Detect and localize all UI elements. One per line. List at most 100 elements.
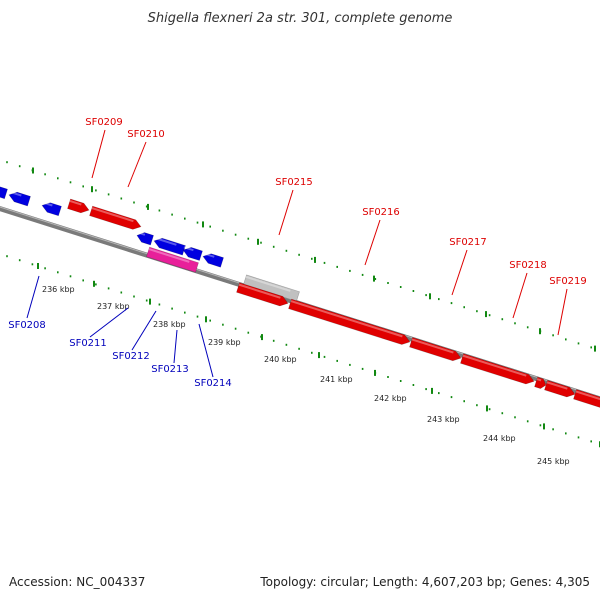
gene-arrow-shape — [202, 253, 224, 268]
gene-arrow[interactable] — [89, 205, 143, 231]
gene-label-reverse[interactable]: SF0212 — [112, 351, 150, 362]
ruler-dot — [361, 273, 364, 276]
gene-arrow-shape — [67, 198, 90, 214]
gene-arrow-highlight — [9, 191, 22, 197]
gene-arrow[interactable] — [544, 379, 576, 399]
gene-label-leader — [557, 288, 568, 336]
ruler-dot — [196, 315, 199, 318]
gene-arrow-highlight — [411, 338, 454, 354]
ruler-dot — [387, 282, 389, 284]
gene-arrow-highlight — [42, 201, 53, 207]
gene-arrow-highlight — [91, 207, 134, 223]
inner-ruler — [6, 255, 600, 448]
gene-arrow-highlight — [290, 300, 403, 338]
gene-arrow-highlight — [245, 275, 291, 292]
outer-ruler — [6, 161, 596, 352]
gene-label-leader — [89, 307, 129, 338]
gene-label-forward[interactable]: SF0217 — [449, 237, 487, 248]
gene-arrow[interactable] — [182, 245, 203, 261]
gene-label-reverse[interactable]: SF0213 — [151, 364, 189, 375]
ruler-dot — [44, 267, 46, 270]
ruler-dot — [196, 221, 199, 224]
ruler-dot — [488, 408, 491, 411]
gene-arrow-shape — [89, 205, 142, 230]
ruler-dot — [298, 347, 300, 350]
gene-arrow-shape — [534, 376, 547, 389]
gene-arrow-highlight — [536, 378, 542, 382]
ruler-dot — [31, 263, 34, 266]
gene-label-reverse[interactable]: SF0211 — [69, 338, 107, 349]
gene-arrow-shape — [146, 246, 199, 273]
ruler-dot — [526, 420, 529, 423]
gene-arrow-shape — [288, 298, 411, 345]
gene-label-leader — [278, 189, 294, 236]
ruler-dot — [425, 388, 427, 391]
gene-arrow[interactable] — [41, 201, 62, 217]
ruler-dot — [501, 412, 504, 415]
gene-label-forward[interactable]: SF0215 — [275, 177, 313, 188]
gene-arrow[interactable] — [573, 389, 600, 414]
gene-label-leader — [198, 323, 214, 378]
gene-arrow[interactable] — [460, 353, 535, 386]
ruler-dot — [552, 334, 554, 337]
gene-arrow-highlight — [137, 231, 146, 236]
ruler-dot — [234, 327, 237, 330]
ruler-dot — [361, 367, 364, 370]
ruler-dot — [247, 331, 250, 334]
gene-label-leader — [173, 329, 178, 364]
ruler-dot — [171, 213, 173, 216]
tick-label: 245 kbp — [537, 457, 570, 466]
ruler-dot — [18, 165, 21, 168]
ruler-dot — [336, 265, 338, 268]
ruler-dot — [488, 314, 491, 317]
gene-arrow[interactable] — [67, 198, 90, 215]
gene-arrow[interactable] — [201, 252, 224, 268]
ruler-dot — [374, 278, 377, 280]
accession-text: Accession: NC_004337 — [9, 575, 145, 589]
gene-label-forward[interactable]: SF0219 — [549, 276, 587, 287]
ruler-dot — [6, 255, 8, 258]
ruler-dot — [107, 287, 110, 290]
ruler-dot — [44, 173, 46, 176]
gene-label-leader — [26, 275, 40, 319]
gene-label-forward[interactable]: SF0216 — [362, 207, 400, 218]
gene-arrow[interactable] — [146, 246, 199, 273]
gene-arrow[interactable] — [135, 231, 154, 246]
gene-arrow[interactable] — [534, 376, 548, 390]
gene-arrow-highlight — [203, 252, 215, 258]
gene-label-forward[interactable]: SF0210 — [127, 129, 165, 140]
gene-arrow[interactable] — [236, 282, 290, 308]
ruler-dot — [425, 294, 427, 297]
gene-arrow[interactable] — [153, 236, 186, 256]
gene-label-forward[interactable]: SF0209 — [85, 117, 123, 128]
gene-label-reverse[interactable]: SF0214 — [194, 378, 232, 389]
ruler-dot — [95, 283, 97, 286]
ruler-dot — [526, 326, 529, 329]
ruler-dot — [184, 217, 186, 220]
ruler-dot — [158, 303, 161, 306]
gene-label-forward[interactable]: SF0218 — [509, 260, 547, 271]
ruler-dot — [171, 307, 173, 310]
gene-label-reverse[interactable]: SF0208 — [8, 320, 46, 331]
ruler-dot — [285, 249, 288, 252]
ruler-dot — [514, 322, 516, 325]
gene-arrow[interactable] — [409, 337, 463, 363]
gene-arrow[interactable] — [288, 298, 412, 347]
gene-arrow-shape — [573, 389, 600, 412]
tick-label: 238 kbp — [153, 320, 186, 329]
ruler-dot — [184, 311, 186, 314]
ruler-dot — [539, 424, 542, 427]
gene-arrow-shape — [409, 337, 462, 362]
tick-label: 237 kbp — [97, 302, 130, 311]
gene-arrow-highlight — [69, 200, 82, 206]
ruler-dot — [476, 310, 478, 313]
ruler-dot — [95, 189, 97, 192]
gene-arrow-highlight — [462, 354, 527, 377]
ruler-dot — [145, 205, 148, 208]
gene-label-leader — [512, 272, 528, 319]
ruler-dot — [222, 229, 224, 232]
gene-arrow[interactable] — [7, 190, 31, 207]
gene-arrow[interactable] — [0, 184, 8, 200]
gene-arrow-highlight — [575, 390, 600, 404]
